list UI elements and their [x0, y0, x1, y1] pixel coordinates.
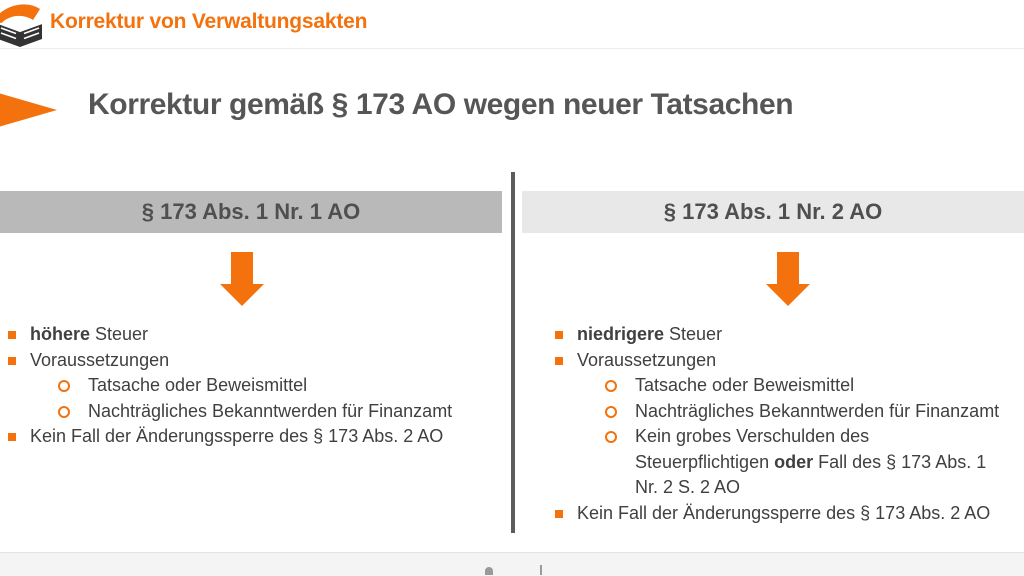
circle-bullet-icon	[58, 380, 70, 392]
circle-bullet-icon	[605, 380, 617, 392]
list-item-text: Nachträgliches Bekanntwerden für Finanza…	[88, 400, 453, 421]
list-item-text: Tatsache oder Beweismittel	[88, 375, 308, 395]
square-bullet-icon	[555, 331, 563, 339]
open-book-logo-icon	[0, 4, 43, 47]
list-item-text: Nachträgliches Bekanntwerden für Finanza…	[635, 400, 1000, 421]
square-bullet-icon	[8, 331, 16, 339]
list-item: Tatsache oder Beweismittel	[8, 373, 508, 399]
list-item: niedrigere Steuer	[555, 322, 1003, 348]
list-item-text: Kein grobes Verschulden des Steuerpflich…	[635, 426, 987, 497]
partial-watermark	[540, 565, 542, 575]
list-item-text: Kein Fall der Änderungssperre des § 173 …	[30, 426, 444, 446]
list-item: Voraussetzungen	[8, 348, 508, 374]
bullet-list-left: höhere Steuer Voraussetzungen Tatsache ode…	[8, 322, 508, 450]
list-item-text: niedrigere Steuer	[577, 324, 723, 344]
circle-bullet-icon	[605, 431, 617, 443]
down-arrow-icon-left	[220, 252, 264, 306]
square-bullet-icon	[8, 433, 16, 441]
app-title: Korrektur von Verwaltungsakten	[50, 10, 368, 33]
list-item: Kein grobes Verschulden des Steuerpflich…	[555, 424, 1003, 501]
column-divider	[511, 172, 515, 533]
list-item: Nachträgliches Bekanntwerden für Finanza…	[555, 399, 1003, 425]
bullet-list-right: niedrigere Steuer Voraussetzungen Tatsache…	[555, 322, 1003, 526]
list-item-text: Tatsache oder Beweismittel	[635, 375, 855, 395]
column-header-right: § 173 Abs. 1 Nr. 2 AO	[522, 191, 1024, 233]
list-item-text: Voraussetzungen	[30, 349, 170, 370]
title-pointer-icon	[0, 92, 57, 128]
square-bullet-icon	[8, 356, 16, 365]
column-header-left: § 173 Abs. 1 Nr. 1 AO	[0, 191, 502, 233]
circle-bullet-icon	[605, 405, 617, 418]
list-item: Voraussetzungen	[555, 348, 1003, 374]
list-item: Nachträgliches Bekanntwerden für Finanza…	[8, 399, 508, 425]
down-arrow-icon-right	[766, 252, 810, 306]
list-item: Tatsache oder Beweismittel	[555, 373, 1003, 399]
slide-title: Korrektur gemäß § 173 AO wegen neuer Tat…	[88, 88, 794, 121]
list-item: höhere Steuer	[8, 322, 508, 348]
list-item-text: Voraussetzungen	[577, 349, 717, 370]
list-item: Kein Fall der Änderungssperre des § 173 …	[8, 424, 508, 450]
header-bar: Korrektur von Verwaltungsakten	[0, 0, 1024, 49]
square-bullet-icon	[555, 356, 563, 365]
list-item-text: höhere Steuer	[30, 324, 149, 344]
footer-band	[0, 552, 1024, 576]
partial-watermark	[485, 567, 493, 575]
circle-bullet-icon	[58, 405, 70, 418]
list-item-text: Kein Fall der Änderungssperre des § 173 …	[577, 502, 991, 523]
square-bullet-icon	[555, 509, 563, 518]
list-item: Kein Fall der Änderungssperre des § 173 …	[555, 501, 1003, 527]
